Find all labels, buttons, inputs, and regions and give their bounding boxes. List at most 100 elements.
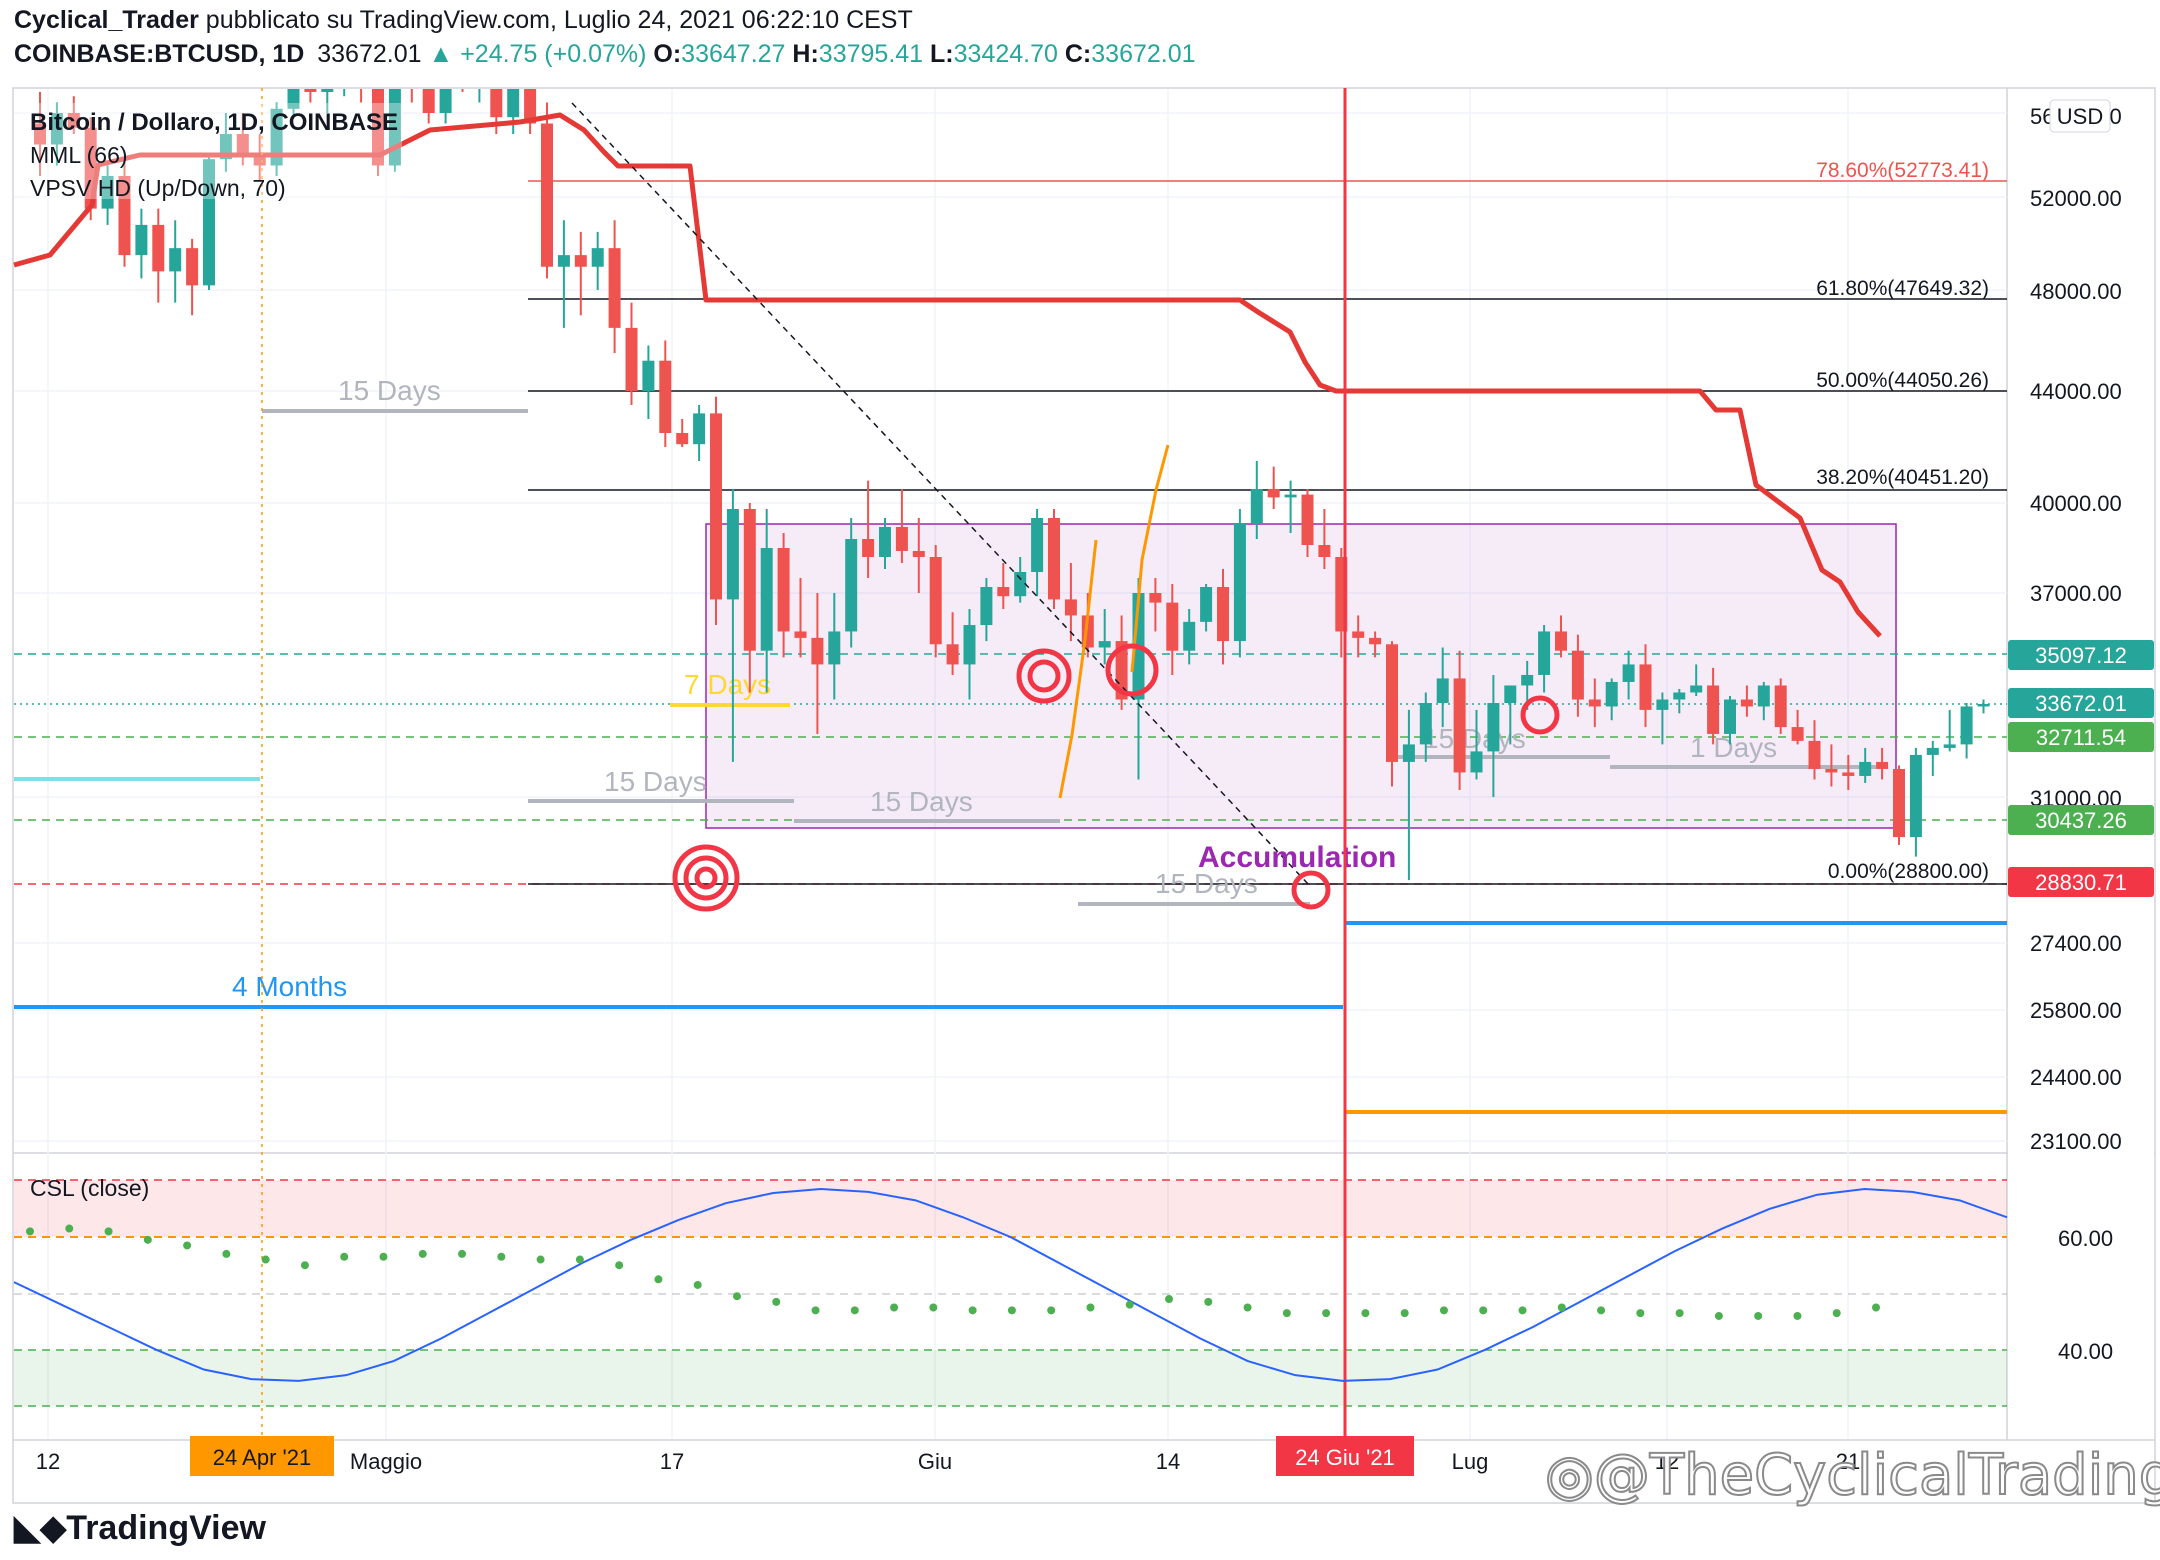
candle-body[interactable] — [1808, 740, 1821, 769]
candle-body[interactable] — [1453, 678, 1466, 773]
candle-body[interactable] — [50, 113, 63, 145]
candle-body[interactable] — [710, 413, 722, 600]
candle-body[interactable] — [118, 176, 131, 256]
candle-body[interactable] — [574, 255, 587, 267]
target-marker-mid[interactable] — [1016, 648, 1072, 704]
candle-body[interactable] — [1352, 631, 1365, 638]
candle-body[interactable] — [980, 587, 993, 626]
candle-body[interactable] — [794, 631, 807, 638]
candle-body[interactable] — [1555, 631, 1567, 651]
candle-body[interactable] — [287, 75, 300, 109]
candle-body[interactable] — [1977, 704, 1990, 707]
candle-body[interactable] — [34, 123, 46, 145]
candle-body[interactable] — [760, 548, 773, 651]
candle-body[interactable] — [101, 176, 114, 209]
candle-body[interactable] — [557, 255, 570, 267]
candle-body[interactable] — [372, 75, 384, 166]
dashed-trend-line[interactable] — [571, 102, 1311, 887]
candle-body[interactable] — [591, 248, 604, 267]
candle-body[interactable] — [862, 539, 875, 557]
candle-body[interactable] — [1859, 761, 1872, 776]
candle-body[interactable] — [879, 527, 891, 557]
candle-body[interactable] — [1284, 494, 1297, 498]
candle-body[interactable] — [1386, 644, 1398, 762]
candle-body[interactable] — [1791, 727, 1804, 741]
candle-body[interactable] — [1233, 524, 1246, 642]
candle-body[interactable] — [253, 155, 266, 166]
candle-body[interactable] — [642, 360, 655, 391]
candle-body[interactable] — [1740, 699, 1753, 707]
candle-body[interactable] — [1909, 754, 1922, 838]
candle-body[interactable] — [338, 67, 350, 82]
target-marker-low[interactable] — [672, 844, 740, 912]
candle-body[interactable] — [1419, 703, 1432, 745]
candle-body[interactable] — [67, 113, 80, 128]
candle-body[interactable] — [1149, 593, 1162, 603]
candle-body[interactable] — [777, 548, 790, 632]
candle-body[interactable] — [1166, 602, 1179, 651]
accumulation-box[interactable] — [705, 523, 1897, 829]
candle-body[interactable] — [1098, 641, 1111, 648]
candle-body[interactable] — [203, 159, 215, 286]
candle-body[interactable] — [743, 509, 756, 651]
candle-body[interactable] — [895, 527, 908, 551]
candle-body[interactable] — [1267, 489, 1280, 498]
candle-body[interactable] — [1402, 744, 1415, 762]
candle-body[interactable] — [304, 75, 317, 92]
candle-body[interactable] — [997, 587, 1010, 597]
candle-body[interactable] — [152, 224, 165, 272]
candle-body[interactable] — [1031, 518, 1044, 572]
candle-body[interactable] — [1690, 685, 1703, 693]
circle-marker-3[interactable] — [1520, 695, 1560, 735]
candle-body[interactable] — [726, 509, 739, 600]
candle-body[interactable] — [1639, 664, 1652, 710]
candle-body[interactable] — [1926, 747, 1939, 755]
symbol-name[interactable]: COINBASE:BTCUSD, 1D — [14, 40, 305, 68]
candle-body[interactable] — [1504, 685, 1517, 704]
candle-body[interactable] — [507, 88, 520, 118]
candle-body[interactable] — [1707, 685, 1720, 734]
candle-body[interactable] — [1064, 599, 1077, 616]
candle-body[interactable] — [169, 248, 182, 272]
legend-csl[interactable]: CSL (close) — [30, 1175, 149, 1201]
candle-body[interactable] — [1487, 703, 1500, 752]
candle-body[interactable] — [1724, 699, 1736, 734]
candle-body[interactable] — [236, 134, 249, 155]
candle-body[interactable] — [1048, 518, 1060, 600]
candle-body[interactable] — [355, 67, 367, 75]
candle-body[interactable] — [457, 71, 469, 82]
candle-body[interactable] — [439, 71, 452, 113]
legend-vpsv[interactable]: VPSV HD (Up/Down, 70) — [30, 175, 286, 201]
candle-body[interactable] — [1436, 678, 1449, 704]
candle-body[interactable] — [1250, 489, 1263, 524]
candle-body[interactable] — [946, 644, 959, 665]
candle-body[interactable] — [524, 88, 537, 124]
candle-body[interactable] — [912, 551, 925, 557]
candle-body[interactable] — [1200, 587, 1213, 622]
candle-body[interactable] — [1673, 692, 1686, 700]
candle-body[interactable] — [1842, 772, 1855, 776]
candle-body[interactable] — [1893, 768, 1905, 838]
candle-body[interactable] — [1588, 699, 1601, 707]
candle-body[interactable] — [1774, 685, 1787, 728]
candle-body[interactable] — [1825, 768, 1838, 773]
candle-body[interactable] — [1538, 631, 1551, 675]
candle-body[interactable] — [1622, 664, 1635, 682]
candle-body[interactable] — [422, 88, 435, 113]
circle-marker-2[interactable] — [1291, 870, 1331, 910]
candle-body[interactable] — [845, 539, 858, 632]
candle-body[interactable] — [1656, 699, 1669, 710]
candle-body[interactable] — [625, 327, 638, 391]
tradingview-logo[interactable]: ◣◆TradingView — [14, 1509, 266, 1547]
candle-body[interactable] — [1014, 572, 1027, 597]
candle-body[interactable] — [135, 224, 148, 256]
candle-body[interactable] — [676, 433, 689, 445]
price-axis[interactable]: 56000.00 52000.00 48000.00 44000.00 4000… — [2008, 89, 2154, 1439]
candle-body[interactable] — [1571, 650, 1584, 700]
candle-body[interactable] — [1943, 744, 1956, 748]
candle-body[interactable] — [608, 248, 621, 328]
candle-body[interactable] — [1301, 494, 1314, 545]
candle-body[interactable] — [828, 631, 841, 665]
candle-body[interactable] — [406, 75, 418, 88]
